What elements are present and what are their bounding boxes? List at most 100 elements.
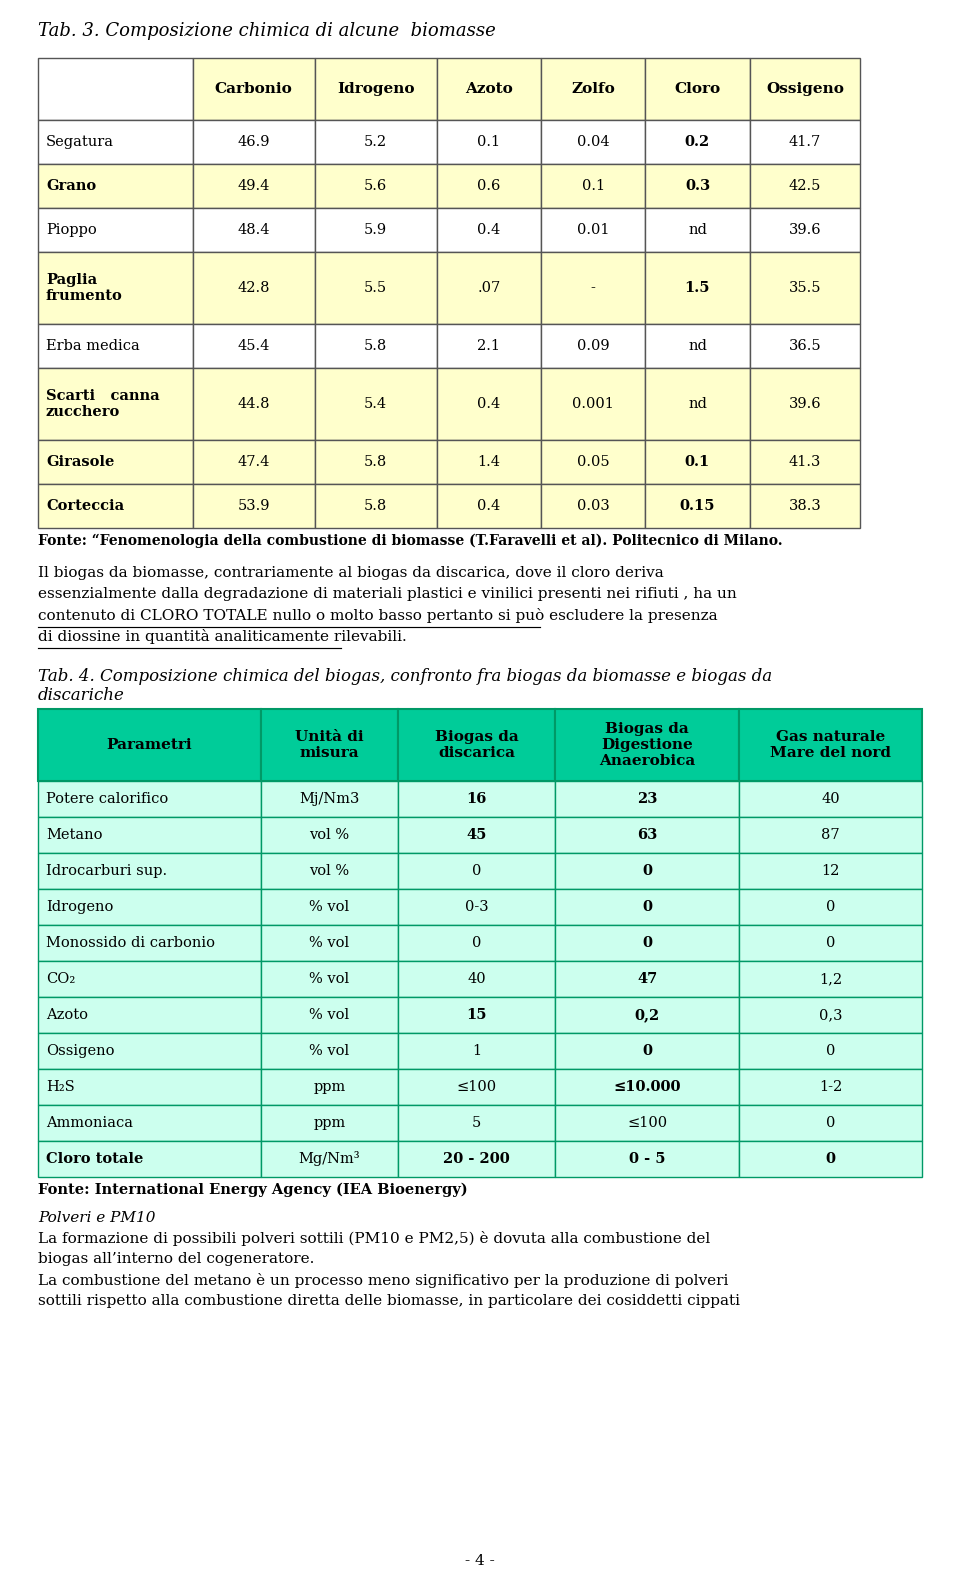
Text: 16: 16: [467, 792, 487, 806]
Bar: [38, 120, 193, 165]
Bar: [555, 1034, 739, 1069]
Text: Potere calorifico: Potere calorifico: [46, 792, 168, 806]
Text: Unità di
misura: Unità di misura: [295, 730, 364, 760]
Text: Idrogeno: Idrogeno: [46, 901, 113, 913]
Bar: [645, 165, 750, 207]
Text: 63: 63: [636, 828, 658, 842]
Text: 40: 40: [821, 792, 840, 806]
Text: 5.4: 5.4: [364, 397, 387, 412]
Bar: [193, 59, 315, 120]
Bar: [397, 1141, 555, 1178]
Bar: [437, 367, 541, 440]
Text: 44.8: 44.8: [237, 397, 270, 412]
Bar: [437, 484, 541, 529]
Text: 5.6: 5.6: [364, 179, 387, 193]
Text: Polveri e PM10: Polveri e PM10: [38, 1211, 156, 1225]
Bar: [193, 207, 315, 252]
Bar: [739, 924, 922, 961]
Text: 39.6: 39.6: [788, 397, 821, 412]
Text: 0.001: 0.001: [572, 397, 614, 412]
Bar: [397, 890, 555, 924]
Bar: [261, 1141, 397, 1178]
Text: 0.2: 0.2: [684, 135, 710, 149]
Bar: [739, 709, 922, 780]
Text: 0.4: 0.4: [477, 397, 500, 412]
Text: 20 - 200: 20 - 200: [444, 1152, 510, 1167]
Text: 46.9: 46.9: [237, 135, 270, 149]
Text: 0: 0: [642, 936, 652, 950]
Text: 2.1: 2.1: [477, 339, 500, 353]
Text: 0,3: 0,3: [819, 1008, 842, 1023]
Bar: [437, 165, 541, 207]
Bar: [739, 1105, 922, 1141]
Text: 49.4: 49.4: [237, 179, 270, 193]
Bar: [541, 325, 645, 367]
Text: Biogas da
Digestione
Anaerobica: Biogas da Digestione Anaerobica: [599, 722, 695, 768]
Text: 0.4: 0.4: [477, 499, 500, 513]
Bar: [645, 325, 750, 367]
Bar: [555, 853, 739, 890]
Text: 0.1: 0.1: [684, 454, 710, 469]
Text: Metano: Metano: [46, 828, 103, 842]
Bar: [397, 709, 555, 780]
Bar: [541, 59, 645, 120]
Bar: [541, 165, 645, 207]
Text: 1-2: 1-2: [819, 1080, 842, 1094]
Bar: [38, 1069, 261, 1105]
Bar: [38, 207, 193, 252]
Bar: [315, 120, 437, 165]
Text: % vol: % vol: [309, 936, 349, 950]
Bar: [193, 484, 315, 529]
Bar: [38, 924, 261, 961]
Bar: [541, 440, 645, 484]
Bar: [555, 1105, 739, 1141]
Bar: [261, 709, 397, 780]
Text: 0: 0: [826, 936, 835, 950]
Text: Corteccia: Corteccia: [46, 499, 124, 513]
Text: 5: 5: [471, 1116, 481, 1130]
Text: Azoto: Azoto: [46, 1008, 88, 1023]
Bar: [397, 997, 555, 1034]
Bar: [261, 1034, 397, 1069]
Text: nd: nd: [688, 339, 707, 353]
Text: 0.04: 0.04: [577, 135, 610, 149]
Bar: [261, 780, 397, 817]
Bar: [38, 1141, 261, 1178]
Bar: [315, 484, 437, 529]
Text: 41.3: 41.3: [789, 454, 821, 469]
Bar: [38, 997, 261, 1034]
Text: Pioppo: Pioppo: [46, 223, 97, 237]
Bar: [261, 1105, 397, 1141]
Bar: [645, 252, 750, 325]
Text: Cloro totale: Cloro totale: [46, 1152, 143, 1167]
Text: nd: nd: [688, 397, 707, 412]
Text: 47: 47: [636, 972, 658, 986]
Text: 45.4: 45.4: [237, 339, 270, 353]
Text: 0: 0: [642, 864, 652, 879]
Text: 0: 0: [642, 901, 652, 913]
Bar: [261, 817, 397, 853]
Text: % vol: % vol: [309, 1045, 349, 1057]
Bar: [38, 961, 261, 997]
Bar: [397, 817, 555, 853]
Text: 0.03: 0.03: [577, 499, 610, 513]
Bar: [38, 367, 193, 440]
Text: 0: 0: [826, 1152, 835, 1167]
Bar: [541, 252, 645, 325]
Bar: [38, 484, 193, 529]
Bar: [739, 853, 922, 890]
Text: % vol: % vol: [309, 1008, 349, 1023]
Text: Paglia
frumento: Paglia frumento: [46, 272, 123, 302]
Text: 0,2: 0,2: [635, 1008, 660, 1023]
Bar: [38, 817, 261, 853]
Text: 12: 12: [822, 864, 840, 879]
Text: 0.6: 0.6: [477, 179, 500, 193]
Bar: [739, 1069, 922, 1105]
Text: 1: 1: [472, 1045, 481, 1057]
Text: 47.4: 47.4: [237, 454, 270, 469]
Bar: [750, 252, 860, 325]
Text: Carbonio: Carbonio: [215, 82, 293, 97]
Bar: [397, 853, 555, 890]
Text: 23: 23: [636, 792, 658, 806]
Text: 53.9: 53.9: [237, 499, 270, 513]
